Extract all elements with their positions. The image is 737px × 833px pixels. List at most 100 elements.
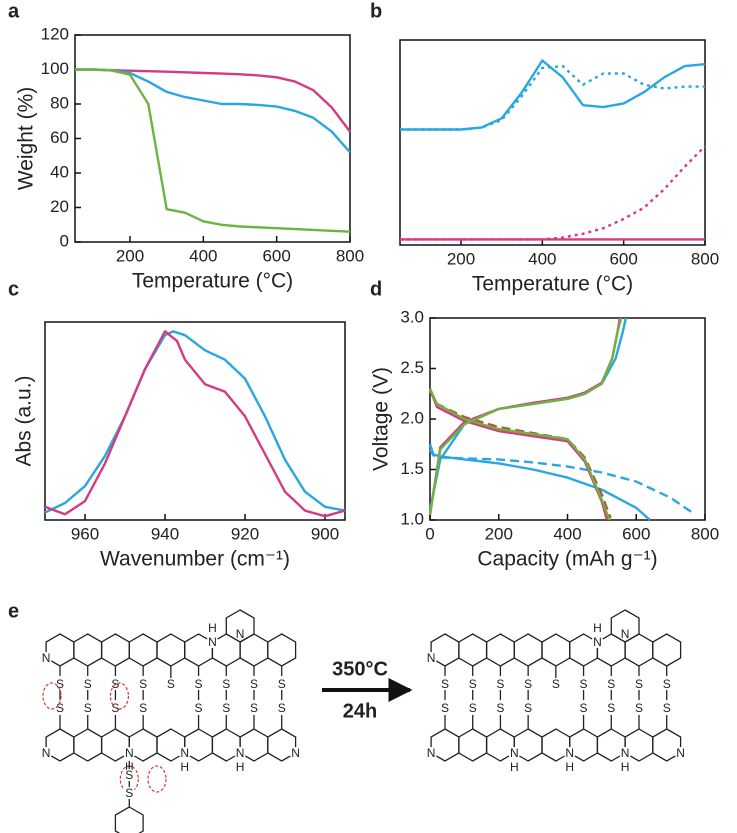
- atom-bg: [123, 787, 136, 799]
- series-line: [44, 330, 346, 518]
- y-tick-label: 120: [41, 24, 69, 43]
- atom-bg: [40, 652, 53, 664]
- atom-bg: [508, 761, 521, 773]
- series-line: [44, 330, 346, 514]
- atom-bg: [220, 702, 233, 714]
- atom: S: [84, 701, 92, 715]
- atom: S: [56, 677, 64, 691]
- atom: S: [139, 677, 147, 691]
- atom: H: [593, 621, 602, 635]
- x-axis-title: Wavenumber (cm⁻¹): [100, 548, 290, 571]
- atom-bg: [234, 747, 247, 759]
- series-line: [75, 68, 351, 154]
- x-tick-label: 600: [622, 524, 650, 543]
- atom: S: [441, 677, 449, 691]
- atom-bg: [563, 747, 576, 759]
- condition: 350°C: [332, 658, 388, 680]
- atom: N: [236, 627, 245, 641]
- atom: H: [208, 621, 217, 635]
- atom-bg: [522, 678, 535, 690]
- atom-bg: [577, 702, 590, 714]
- series-line: [428, 388, 611, 521]
- atom: S: [250, 677, 258, 691]
- panel-label: a: [8, 0, 20, 22]
- atom-bg: [591, 622, 604, 634]
- ring: [513, 633, 543, 667]
- atom-bg: [206, 622, 219, 634]
- atom: S: [496, 701, 504, 715]
- y-tick-label: 80: [50, 93, 69, 112]
- ring: [485, 633, 515, 667]
- atom-bg: [178, 761, 191, 773]
- atom: S: [139, 701, 147, 715]
- atom: N: [42, 746, 51, 760]
- atom: S: [195, 701, 203, 715]
- atom-bg: [632, 702, 645, 714]
- atom: S: [663, 677, 671, 691]
- atom-bg: [522, 702, 535, 714]
- atom-bg: [563, 761, 576, 773]
- x-tick-label: 400: [189, 246, 217, 265]
- series-line: [400, 145, 706, 241]
- y-tick-label: 40: [50, 162, 69, 181]
- x-axis-title: Capacity (mAh g⁻¹): [477, 548, 657, 571]
- atom-bg: [275, 702, 288, 714]
- x-tick-label: 400: [553, 524, 581, 543]
- x-tick-label: 920: [231, 524, 259, 543]
- atom: N: [565, 746, 574, 760]
- atom: S: [635, 701, 643, 715]
- atom: S: [607, 677, 615, 691]
- atom: S: [663, 701, 671, 715]
- x-tick-label: 800: [336, 246, 364, 265]
- atom: N: [427, 746, 436, 760]
- y-tick-label: 2.5: [400, 358, 424, 377]
- atom-bg: [674, 747, 687, 759]
- ring: [156, 633, 186, 667]
- atom-bg: [220, 678, 233, 690]
- series-line: [428, 443, 651, 521]
- atom: N: [427, 651, 436, 665]
- atom-bg: [192, 702, 205, 714]
- atom-bg: [605, 678, 618, 690]
- atom: N: [621, 627, 630, 641]
- series-line: [400, 64, 705, 131]
- atom: S: [167, 677, 175, 691]
- panel-label: e: [8, 600, 19, 622]
- series-line: [428, 317, 623, 516]
- ring: [225, 609, 255, 643]
- ring: [114, 806, 144, 833]
- atom: H: [510, 760, 519, 774]
- atom: N: [180, 746, 189, 760]
- atom-bg: [81, 678, 94, 690]
- x-tick-label: 400: [528, 249, 556, 268]
- ring: [458, 633, 488, 667]
- y-axis-title: Voltage (V): [370, 367, 393, 471]
- ring: [541, 633, 571, 667]
- atom: S: [125, 768, 133, 782]
- atom-bg: [466, 702, 479, 714]
- atom-bg: [123, 769, 136, 781]
- atom-bg: [192, 678, 205, 690]
- atom-bg: [619, 747, 632, 759]
- atom: S: [580, 677, 588, 691]
- y-tick-label: 60: [50, 128, 69, 147]
- atom: N: [621, 746, 630, 760]
- ring: [100, 633, 130, 667]
- atom: S: [222, 677, 230, 691]
- atom-bg: [605, 702, 618, 714]
- series-line: [75, 68, 351, 233]
- ring: [458, 728, 488, 762]
- x-axis-title: Temperature (°C): [132, 270, 293, 293]
- atom-bg: [178, 747, 191, 759]
- plot-frame: [399, 39, 706, 246]
- atom: S: [552, 677, 560, 691]
- atom: S: [278, 701, 286, 715]
- series-line: [75, 68, 351, 133]
- x-tick-label: 900: [311, 524, 339, 543]
- defect-mark: [42, 682, 62, 710]
- ring: [652, 728, 682, 762]
- atom-bg: [247, 702, 260, 714]
- atom-bg: [619, 628, 632, 640]
- atom: S: [84, 677, 92, 691]
- atom-bg: [632, 678, 645, 690]
